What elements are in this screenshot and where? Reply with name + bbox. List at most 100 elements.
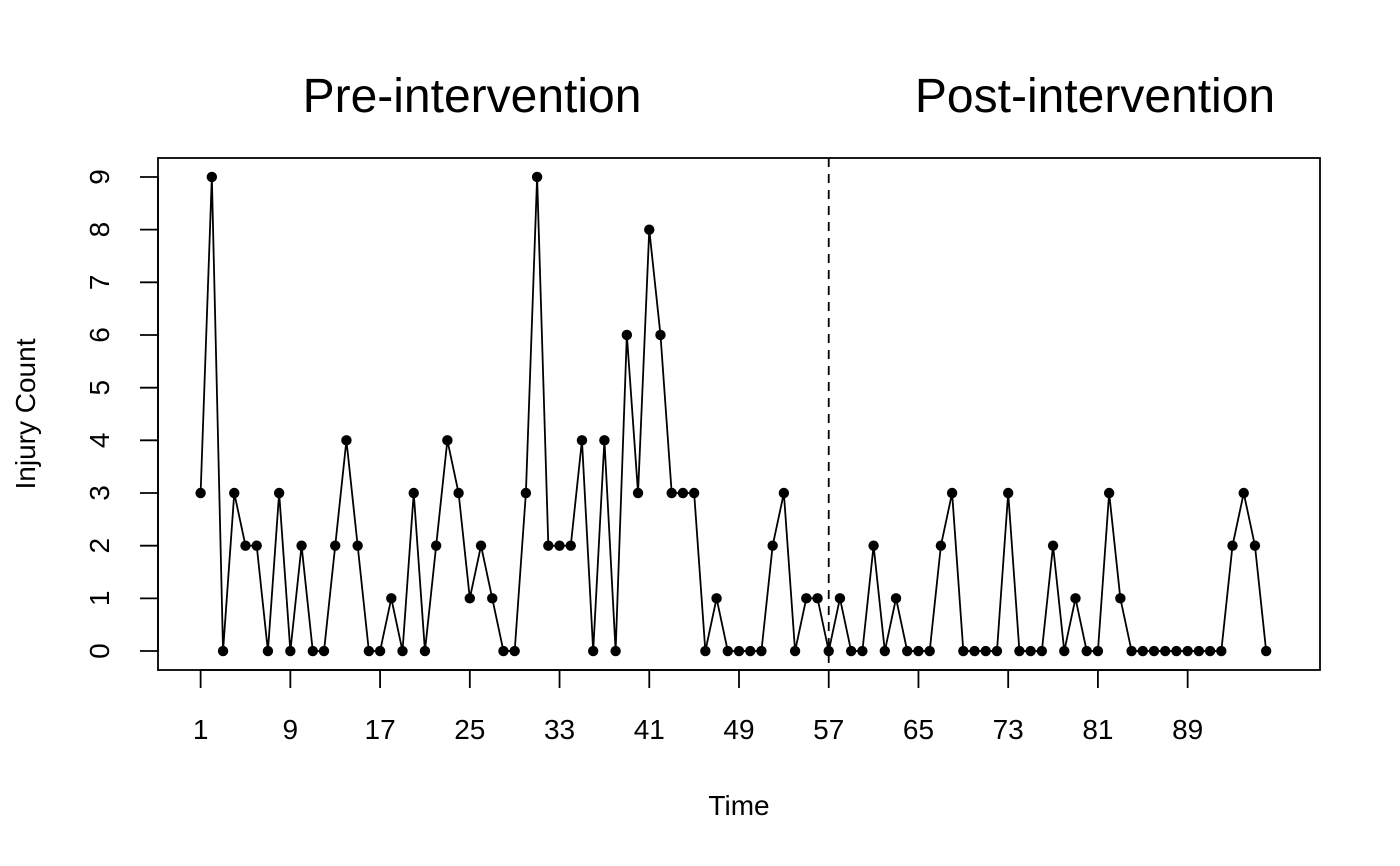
data-point (374, 645, 386, 657)
data-point (487, 593, 498, 604)
data-point (1238, 487, 1249, 499)
data-point (498, 645, 509, 657)
data-point (969, 645, 980, 657)
data-point (464, 593, 476, 604)
y-axis-title: Injury Count (10, 338, 41, 489)
x-tick-label: 49 (723, 714, 754, 745)
data-point (397, 645, 408, 657)
data-point (386, 593, 397, 604)
data-point (700, 645, 711, 657)
data-point (935, 540, 947, 551)
data-point (812, 593, 823, 604)
y-tick-label: 4 (84, 433, 115, 449)
x-tick-label: 89 (1172, 714, 1203, 745)
data-point (262, 645, 274, 657)
data-point (688, 487, 700, 499)
data-point (1103, 487, 1115, 499)
data-point (1160, 645, 1171, 657)
y-tick-label: 3 (84, 485, 115, 501)
data-point (1193, 645, 1205, 657)
data-point (1204, 645, 1216, 657)
data-point (509, 645, 520, 657)
data-point (1036, 645, 1048, 657)
y-tick-label: 5 (84, 380, 115, 396)
data-point (363, 645, 375, 657)
data-point (1171, 645, 1182, 657)
data-point (621, 329, 633, 341)
data-point (1092, 645, 1104, 657)
y-tick-label: 1 (84, 591, 115, 607)
data-point (980, 645, 991, 657)
y-tick-label: 8 (84, 222, 115, 238)
data-point (632, 487, 644, 499)
data-point (296, 540, 307, 551)
y-tick-label: 0 (84, 643, 115, 659)
data-point (834, 593, 846, 604)
data-point (868, 540, 879, 551)
y-tick-label: 9 (84, 169, 115, 185)
data-point (745, 645, 756, 657)
data-point (1115, 593, 1126, 604)
data-point (924, 645, 935, 657)
x-tick-label: 9 (283, 714, 299, 745)
data-point (857, 645, 868, 657)
data-point (475, 540, 487, 551)
data-point (1070, 593, 1081, 604)
data-point (756, 645, 767, 657)
x-tick-label: 81 (1082, 714, 1113, 745)
x-tick-label: 17 (365, 714, 396, 745)
series-line (199, 176, 1268, 652)
data-point (565, 540, 576, 551)
data-point (655, 329, 666, 341)
data-point (1260, 645, 1272, 657)
data-point (879, 645, 891, 657)
data-point (531, 171, 543, 183)
data-point (217, 645, 229, 657)
data-point (677, 487, 689, 499)
data-point (240, 540, 251, 551)
data-point (587, 645, 599, 657)
data-point (767, 540, 778, 551)
data-point (823, 645, 834, 657)
data-point (711, 593, 722, 604)
data-point (229, 487, 240, 499)
x-tick-label: 33 (544, 714, 575, 745)
data-point (273, 487, 285, 499)
data-point (453, 487, 464, 499)
data-point (991, 645, 1003, 657)
data-point (666, 487, 677, 499)
data-point (442, 435, 453, 446)
data-point (543, 540, 554, 551)
data-point (251, 540, 262, 551)
data-point (341, 435, 352, 446)
data-point (1216, 645, 1227, 657)
data-point (610, 645, 621, 657)
data-point (206, 171, 218, 183)
data-point (1249, 540, 1261, 551)
data-point (330, 540, 341, 551)
data-point (352, 540, 363, 551)
y-tick-label: 7 (84, 275, 115, 291)
x-tick-label: 65 (903, 714, 934, 745)
data-point (913, 645, 924, 657)
data-point (408, 487, 419, 499)
x-tick-label: 1 (193, 714, 209, 745)
data-point (801, 593, 812, 604)
data-point (778, 487, 790, 499)
data-point (1002, 487, 1014, 499)
data-point (318, 645, 330, 657)
data-point (520, 487, 532, 499)
data-point (1227, 540, 1238, 551)
post-intervention-label: Post-intervention (915, 70, 1275, 123)
data-point (307, 645, 318, 657)
x-tick-label: 25 (454, 714, 485, 745)
data-point (644, 224, 655, 235)
pre-intervention-label: Pre-intervention (303, 70, 642, 123)
data-point (722, 645, 733, 657)
data-point (1081, 645, 1092, 657)
data-point (890, 593, 902, 604)
data-point (1137, 645, 1148, 657)
plot-frame (157, 157, 1321, 671)
